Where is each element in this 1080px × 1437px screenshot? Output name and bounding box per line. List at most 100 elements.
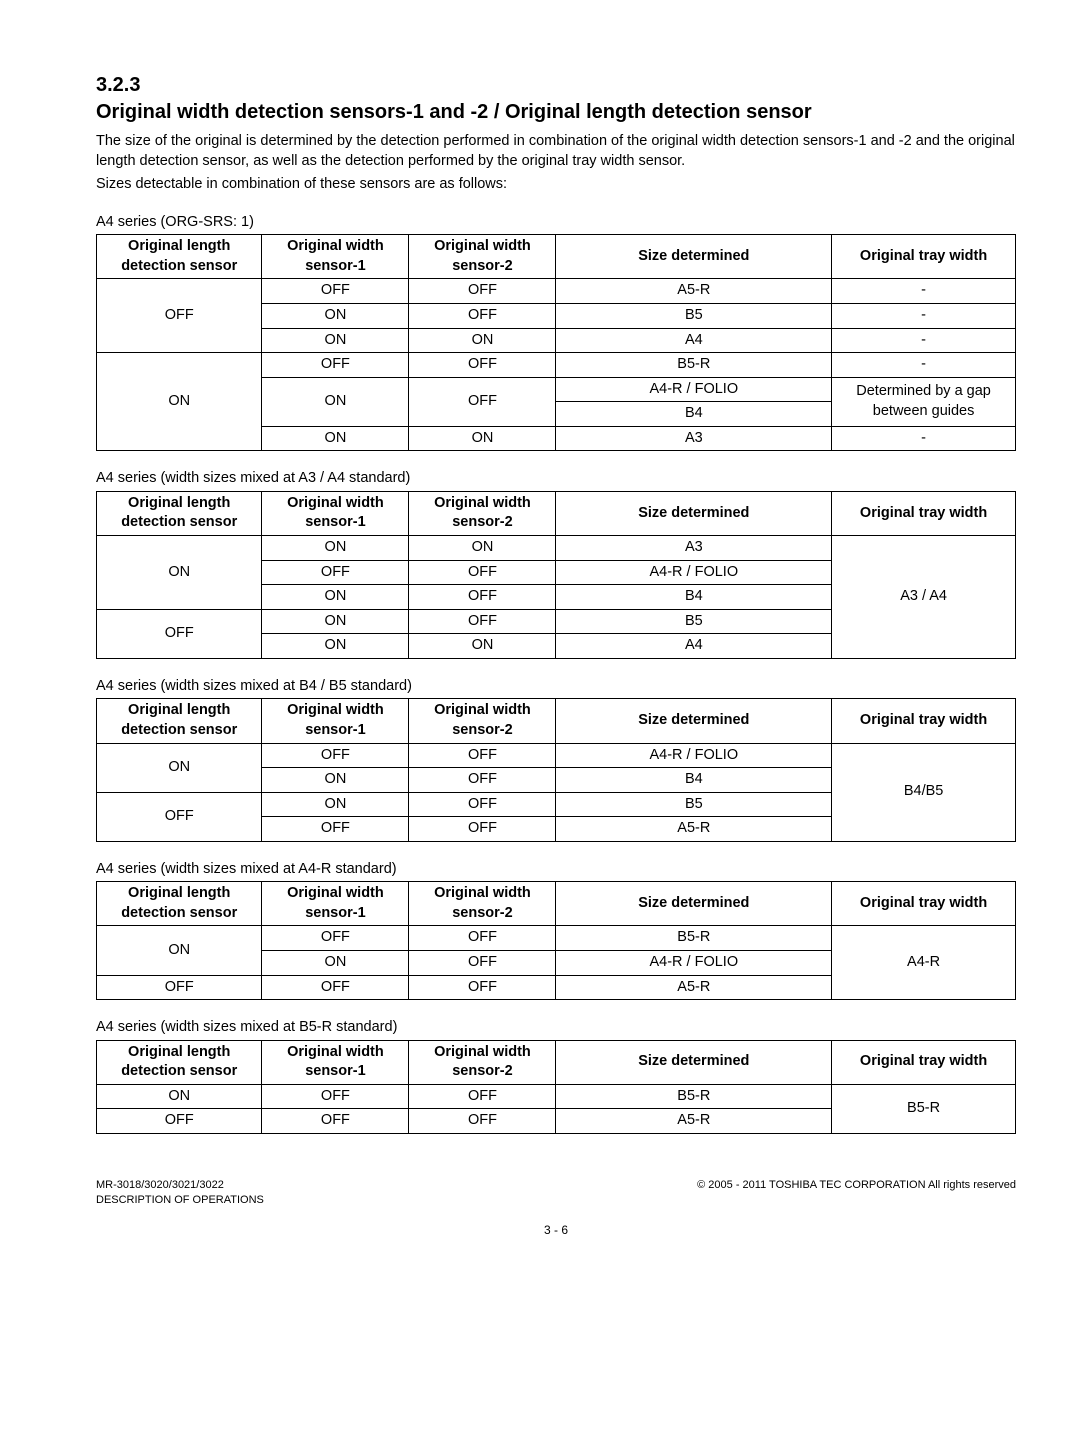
col-header: Original width sensor-1: [262, 1040, 409, 1084]
footer-model: MR-3018/3020/3021/3022: [96, 1178, 264, 1193]
cell: -: [832, 328, 1016, 353]
cell: OFF: [409, 926, 556, 951]
cell: OFF: [97, 279, 262, 353]
section-heading: 3.2.3 Original width detection sensors-1…: [96, 72, 1016, 126]
cell: ON: [409, 328, 556, 353]
cell: ON: [97, 536, 262, 610]
cell: B5: [556, 303, 832, 328]
footer-desc: DESCRIPTION OF OPERATIONS: [96, 1193, 264, 1208]
cell: OFF: [409, 303, 556, 328]
table-row: ON ON ON A3 A3 / A4: [97, 536, 1016, 561]
footer-left: MR-3018/3020/3021/3022 DESCRIPTION OF OP…: [96, 1178, 264, 1208]
cell: A3: [556, 426, 832, 451]
col-header: Size determined: [556, 1040, 832, 1084]
page-footer: MR-3018/3020/3021/3022 DESCRIPTION OF OP…: [96, 1178, 1016, 1208]
cell: ON: [409, 426, 556, 451]
table-header-row: Original length detection sensor Origina…: [97, 491, 1016, 535]
cell: OFF: [409, 1109, 556, 1134]
cell: B5: [556, 609, 832, 634]
cell: B5: [556, 792, 832, 817]
table-caption: A4 series (width sizes mixed at B4 / B5 …: [96, 677, 1016, 697]
cell: B5-R: [556, 1084, 832, 1109]
cell: OFF: [409, 279, 556, 304]
col-header: Original tray width: [832, 235, 1016, 279]
page-number: 3 - 6: [96, 1222, 1016, 1238]
cell: OFF: [409, 609, 556, 634]
cell: ON: [262, 377, 409, 426]
cell: B5-R: [832, 1084, 1016, 1133]
col-header: Original width sensor-1: [262, 491, 409, 535]
cell: B5-R: [556, 353, 832, 378]
table-row: ON OFF OFF B5-R -: [97, 353, 1016, 378]
col-header: Original length detection sensor: [97, 1040, 262, 1084]
table-row: ON OFF OFF B5-R B5-R: [97, 1084, 1016, 1109]
cell: ON: [97, 743, 262, 792]
cell: OFF: [409, 353, 556, 378]
cell: ON: [97, 1084, 262, 1109]
table-4: Original length detection sensor Origina…: [96, 881, 1016, 1000]
cell: A3 / A4: [832, 536, 1016, 659]
cell: ON: [262, 536, 409, 561]
cell: A5-R: [556, 279, 832, 304]
cell: OFF: [409, 817, 556, 842]
cell: A5-R: [556, 817, 832, 842]
cell: OFF: [409, 585, 556, 610]
table-5: Original length detection sensor Origina…: [96, 1040, 1016, 1134]
table-caption: A4 series (width sizes mixed at A3 / A4 …: [96, 469, 1016, 489]
cell: ON: [262, 328, 409, 353]
cell: ON: [262, 768, 409, 793]
footer-copyright: © 2005 - 2011 TOSHIBA TEC CORPORATION Al…: [697, 1178, 1016, 1208]
cell: OFF: [409, 768, 556, 793]
cell: A4: [556, 328, 832, 353]
cell: Determined by a gap between guides: [832, 377, 1016, 426]
table-row: OFF OFF OFF A5-R -: [97, 279, 1016, 304]
col-header: Original tray width: [832, 882, 1016, 926]
col-header: Original tray width: [832, 1040, 1016, 1084]
table-header-row: Original length detection sensor Origina…: [97, 882, 1016, 926]
cell: OFF: [97, 1109, 262, 1134]
table-caption: A4 series (width sizes mixed at B5-R sta…: [96, 1018, 1016, 1038]
col-header: Original width sensor-2: [409, 699, 556, 743]
cell: -: [832, 426, 1016, 451]
cell: ON: [262, 634, 409, 659]
col-header: Size determined: [556, 491, 832, 535]
cell: B4: [556, 402, 832, 427]
col-header: Original width sensor-1: [262, 235, 409, 279]
col-header: Original width sensor-1: [262, 882, 409, 926]
cell: OFF: [262, 560, 409, 585]
col-header: Original length detection sensor: [97, 699, 262, 743]
paragraph-1: The size of the original is determined b…: [96, 132, 1016, 171]
table-1: Original length detection sensor Origina…: [96, 234, 1016, 451]
table-3: Original length detection sensor Origina…: [96, 698, 1016, 841]
cell: B4/B5: [832, 743, 1016, 841]
cell: B5-R: [556, 926, 832, 951]
col-header: Original length detection sensor: [97, 235, 262, 279]
cell: OFF: [262, 926, 409, 951]
cell: A4: [556, 634, 832, 659]
cell: OFF: [262, 817, 409, 842]
col-header: Original length detection sensor: [97, 882, 262, 926]
col-header: Original length detection sensor: [97, 491, 262, 535]
table-row: ON OFF OFF B5-R A4-R: [97, 926, 1016, 951]
col-header: Size determined: [556, 699, 832, 743]
cell: OFF: [409, 377, 556, 426]
cell: OFF: [409, 560, 556, 585]
col-header: Original tray width: [832, 491, 1016, 535]
table-header-row: Original length detection sensor Origina…: [97, 235, 1016, 279]
table-caption: A4 series (width sizes mixed at A4-R sta…: [96, 860, 1016, 880]
cell: OFF: [409, 792, 556, 817]
cell: ON: [262, 303, 409, 328]
cell: A4-R / FOLIO: [556, 560, 832, 585]
cell: B4: [556, 768, 832, 793]
cell: A4-R / FOLIO: [556, 951, 832, 976]
col-header: Original width sensor-2: [409, 1040, 556, 1084]
cell: OFF: [409, 951, 556, 976]
cell: OFF: [97, 609, 262, 658]
cell: OFF: [409, 1084, 556, 1109]
cell: A4-R / FOLIO: [556, 743, 832, 768]
section-title: Original width detection sensors-1 and -…: [96, 99, 916, 126]
col-header: Original tray width: [832, 699, 1016, 743]
table-caption: A4 series (ORG-SRS: 1): [96, 213, 1016, 233]
cell: OFF: [409, 975, 556, 1000]
col-header: Original width sensor-2: [409, 235, 556, 279]
